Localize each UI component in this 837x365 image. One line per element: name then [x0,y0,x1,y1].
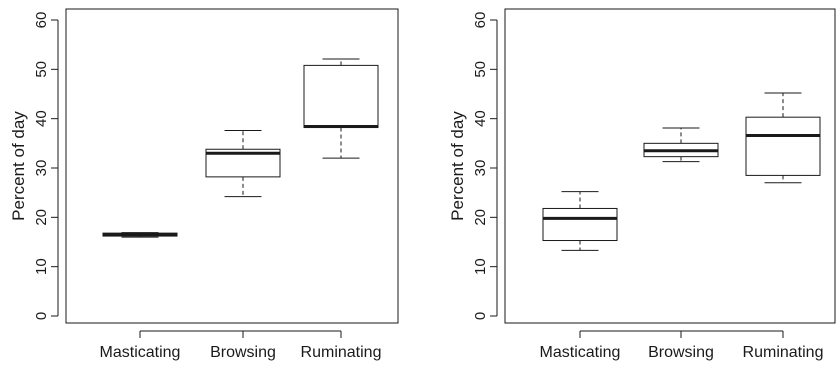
box-ruminating [745,92,821,184]
box-browsing [205,130,281,198]
box-browsing [643,127,719,163]
box-body [542,207,618,242]
y-tick-label: 10 [33,258,50,275]
y-axis: 0 10 20 30 40 50 60 [472,12,498,320]
y-tick-label: 30 [33,160,50,177]
panel-right: 0 10 20 30 40 50 60 Masticating Browsing Ruminat… [448,8,836,361]
box-masticating [102,232,178,238]
y-tick-label: 20 [472,209,489,226]
box-body [745,116,821,176]
plot-frame [504,8,836,324]
y-tick-label: 50 [33,61,50,78]
box-ruminating [303,58,379,159]
x-tick-label: Ruminating [301,344,382,361]
box-series [542,92,821,251]
x-tick-label: Masticating [100,344,181,361]
x-axis: Masticating Browsing Ruminating [540,330,824,361]
x-tick-label: Masticating [540,344,621,361]
panel-left: 0 10 20 30 40 50 60 Masticating Browsing Ruminat… [9,8,399,361]
box-series [102,58,379,238]
y-tick-label: 20 [33,209,50,226]
y-axis-label: Percent of day [9,111,28,221]
y-axis-label: Percent of day [448,111,467,221]
box-masticating [542,191,618,251]
x-tick-label: Ruminating [743,344,824,361]
y-tick-label: 10 [472,258,489,275]
box-body [303,64,379,129]
y-axis: 0 10 20 30 40 50 60 [33,12,59,320]
y-tick-label: 60 [472,12,489,29]
x-axis: Masticating Browsing Ruminating [100,330,382,361]
y-tick-label: 40 [472,110,489,127]
plot-frame [65,8,399,324]
y-tick-label: 50 [472,61,489,78]
x-tick-label: Browsing [648,344,714,361]
y-tick-label: 0 [33,312,50,320]
y-tick-label: 30 [472,160,489,177]
x-tick-label: Browsing [210,344,276,361]
y-tick-label: 40 [33,110,50,127]
y-tick-label: 60 [33,12,50,29]
y-tick-label: 0 [472,312,489,320]
